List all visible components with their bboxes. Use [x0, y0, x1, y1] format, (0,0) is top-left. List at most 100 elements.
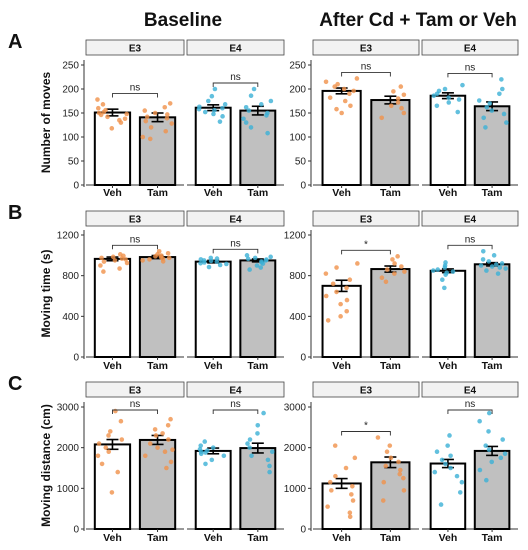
data-point: [476, 98, 482, 103]
y-tick-label: 1200: [284, 231, 307, 242]
data-point: [124, 111, 130, 117]
data-point: [480, 248, 486, 254]
y-tick-label: 1000: [57, 484, 80, 495]
y-tick-label: 400: [289, 312, 306, 323]
significance-bracket: [212, 409, 259, 414]
data-point: [165, 423, 171, 428]
facet-strip: [85, 381, 185, 398]
data-point: [265, 457, 271, 463]
data-point: [399, 264, 404, 269]
data-point: [198, 451, 204, 457]
data-point: [206, 264, 212, 270]
data-point: [354, 76, 360, 81]
data-point: [486, 447, 492, 453]
data-point: [220, 114, 225, 119]
data-point: [347, 510, 353, 516]
facet-e3: E3 Veh Tam *: [312, 210, 420, 372]
data-point: [401, 110, 407, 116]
data-point: [160, 259, 166, 264]
y-tick-label: 150: [289, 109, 306, 120]
data-point: [110, 254, 116, 260]
data-point: [124, 260, 130, 266]
data-point: [168, 459, 174, 465]
data-point: [248, 125, 254, 130]
data-point: [118, 120, 124, 125]
facet-e4: E4 Veh Tam ns: [421, 210, 519, 372]
data-point: [96, 441, 102, 446]
data-point: [248, 93, 254, 99]
data-point: [502, 451, 508, 457]
x-tick-label: Tam: [482, 187, 503, 199]
bar-tam: [138, 256, 177, 359]
x-tick-label: Veh: [204, 187, 223, 199]
y-tick-label: 250: [289, 61, 306, 72]
data-point: [500, 86, 505, 92]
data-point: [344, 297, 350, 303]
data-point: [245, 256, 251, 262]
data-point: [457, 490, 463, 495]
data-point: [379, 115, 385, 121]
data-point: [119, 437, 125, 442]
data-point: [162, 449, 168, 455]
data-point: [484, 104, 490, 110]
data-point: [434, 91, 440, 97]
data-point: [454, 473, 460, 479]
data-point: [148, 125, 154, 130]
panel-letter: C: [8, 373, 22, 395]
data-point: [212, 107, 217, 113]
facet-strip-label: E4: [464, 215, 477, 226]
data-point: [249, 453, 254, 459]
facet-strip: [312, 210, 420, 227]
data-point: [334, 265, 339, 270]
bar-tam: [138, 438, 177, 530]
data-point: [140, 134, 146, 140]
data-point: [456, 97, 462, 102]
data-point: [147, 441, 153, 446]
data-point: [245, 441, 250, 446]
data-point: [348, 103, 353, 109]
data-point: [241, 116, 246, 122]
data-point: [439, 457, 445, 463]
data-point: [398, 467, 403, 473]
data-point: [497, 265, 503, 270]
data-point: [381, 479, 387, 485]
data-point: [448, 465, 453, 471]
data-point: [153, 433, 159, 438]
bar-tam: [370, 461, 411, 531]
data-point: [501, 111, 507, 117]
data-point: [209, 457, 215, 463]
x-tick-label: Tam: [147, 360, 168, 372]
data-point: [388, 455, 394, 461]
data-point: [327, 95, 333, 100]
data-point: [254, 263, 260, 268]
data-point: [487, 101, 493, 106]
data-point: [160, 431, 165, 436]
data-point: [325, 318, 331, 323]
facet-strip-label: E4: [229, 44, 242, 55]
data-point: [392, 261, 397, 266]
x-tick-label: Tam: [147, 532, 168, 544]
y-tick-label: 100: [289, 133, 306, 144]
bar-tam: [370, 268, 411, 358]
data-point: [323, 293, 329, 299]
data-point: [339, 110, 344, 116]
data-point: [347, 514, 353, 520]
data-point: [169, 121, 175, 126]
data-point: [208, 258, 214, 264]
significance-bracket: [341, 431, 391, 436]
data-point: [101, 259, 107, 264]
data-point: [142, 108, 148, 113]
y-tick-label: 1200: [57, 231, 80, 242]
data-point: [329, 488, 334, 493]
data-point: [99, 461, 105, 467]
data-point: [211, 111, 216, 117]
data-point: [332, 84, 337, 89]
facet-strip: [186, 39, 285, 56]
data-point: [222, 102, 228, 107]
x-tick-label: Tam: [482, 532, 503, 544]
data-point: [497, 91, 502, 97]
data-point: [435, 267, 441, 272]
y-tick-label: 50: [295, 157, 307, 168]
data-point: [477, 467, 483, 473]
chart-panel-b-baseline: B Moving time (s) 0 400 800 1200 E3 Veh Tam ns E4 V…: [8, 202, 285, 372]
